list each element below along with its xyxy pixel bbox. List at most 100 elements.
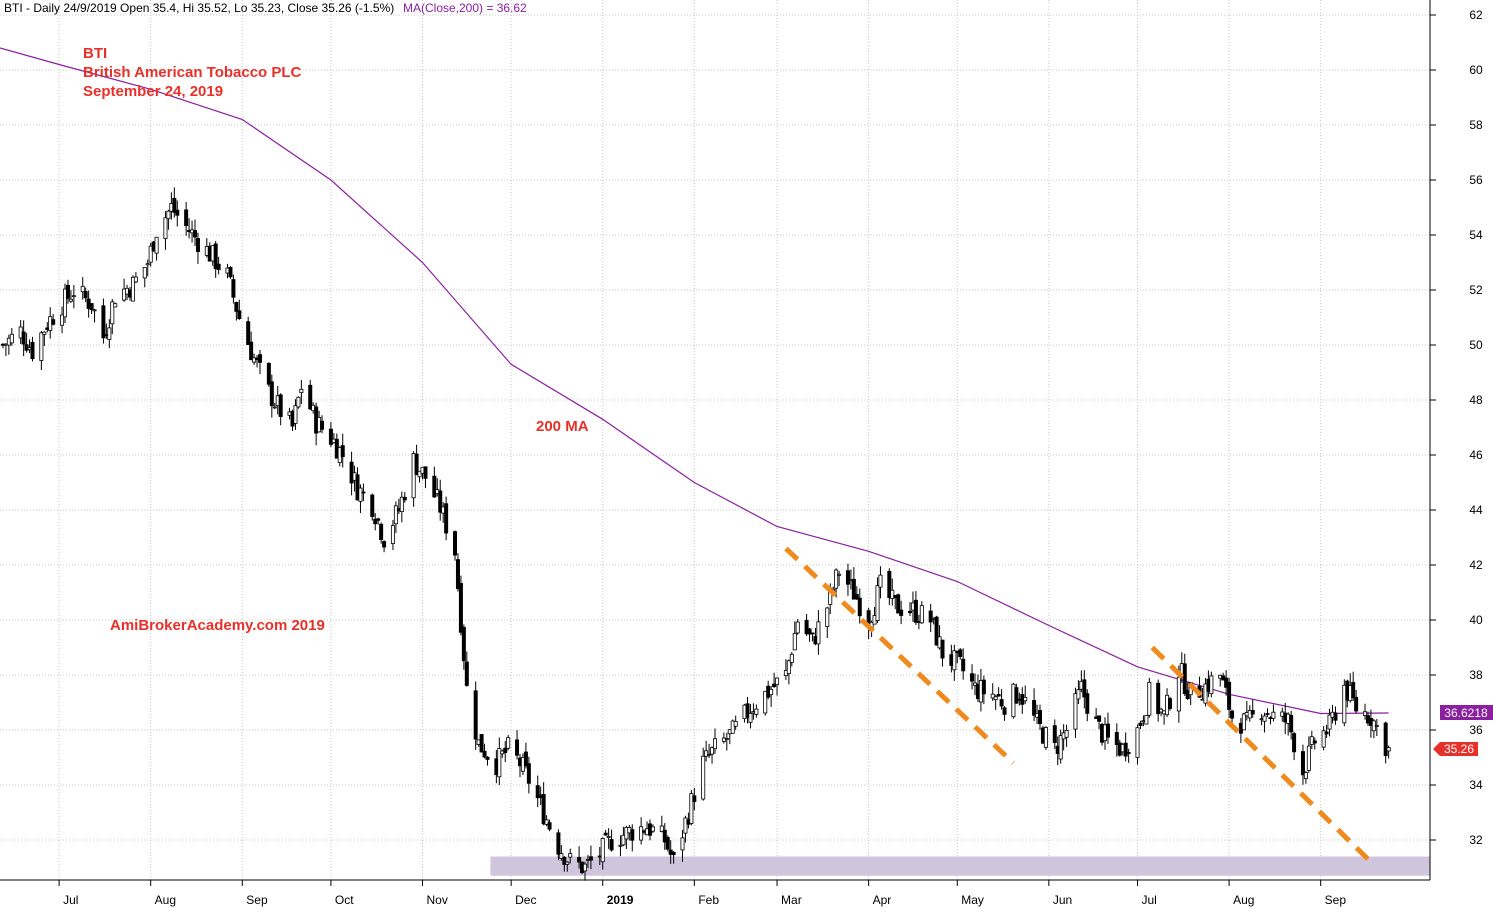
ma200-value-label: 36.6218	[1444, 706, 1488, 720]
candle-body	[1271, 711, 1276, 719]
candle-body	[234, 302, 239, 312]
ma200-value-badge: 36.6218	[1440, 705, 1493, 720]
candle-body	[1333, 712, 1338, 721]
candle-body	[320, 420, 325, 430]
candle-body	[358, 487, 363, 502]
candle-body	[890, 589, 895, 599]
candle-body	[1351, 682, 1356, 699]
candle-body	[497, 748, 502, 778]
candle-body	[1354, 696, 1359, 712]
candle-body	[789, 653, 794, 663]
candle-body	[857, 597, 862, 617]
candle-body	[689, 793, 694, 824]
candle-body	[1312, 740, 1317, 744]
x-tick-label: Sep	[1325, 893, 1347, 907]
candle-body	[630, 829, 635, 841]
candle-body	[650, 826, 655, 832]
x-tick-label: Aug	[1233, 893, 1254, 907]
candle-body	[299, 388, 304, 394]
candle-body	[464, 661, 469, 686]
candle-body	[39, 332, 44, 361]
candle-body	[662, 829, 667, 843]
candle-body	[272, 406, 277, 409]
candle-body	[807, 628, 812, 635]
candle-body	[390, 525, 395, 544]
candle-body	[1321, 730, 1326, 748]
candle-body	[851, 578, 856, 600]
y-tick-label: 62	[1469, 8, 1483, 22]
x-tick-label: Oct	[335, 893, 354, 907]
candle-body	[1043, 727, 1048, 748]
candle-body	[455, 559, 460, 589]
candle-body	[1342, 684, 1347, 724]
candle-body	[92, 309, 97, 312]
candle-body	[559, 853, 564, 859]
candle-body	[175, 209, 180, 216]
candle-body	[257, 354, 262, 363]
candle-body	[816, 621, 821, 645]
candle-body	[618, 844, 623, 847]
candle-body	[659, 825, 664, 832]
candle-body	[444, 503, 449, 534]
candle-body	[928, 610, 933, 623]
candle-body	[113, 303, 118, 308]
candle-body	[934, 616, 939, 646]
candle-body	[506, 737, 511, 749]
candle-body	[710, 747, 715, 755]
candle-body	[423, 466, 428, 479]
candle-body	[704, 750, 709, 757]
candle-body	[213, 243, 218, 270]
candle-body	[1327, 714, 1332, 730]
candle-body	[825, 607, 830, 628]
company-label: British American Tobacco PLC	[83, 64, 302, 81]
candle-body	[1147, 681, 1152, 716]
chart-header-ma: MA(Close,200) = 36.62	[403, 1, 527, 15]
candle-body	[754, 708, 759, 715]
candle-body	[565, 861, 570, 865]
candle-body	[122, 288, 127, 301]
y-tick-label: 58	[1469, 118, 1483, 132]
candle-body	[1014, 687, 1019, 704]
candle-body	[1386, 747, 1391, 752]
candle-body	[1262, 715, 1267, 722]
candle-body	[399, 496, 404, 513]
candle-body	[1076, 689, 1081, 700]
candle-body	[328, 428, 333, 445]
candle-body	[1123, 742, 1128, 757]
candle-body	[278, 394, 283, 417]
candle-body	[999, 699, 1004, 707]
last-close-badge: 35.26	[1433, 742, 1478, 756]
candle-body	[1363, 711, 1368, 716]
candle-body	[810, 632, 815, 635]
candle-body	[89, 303, 94, 310]
candle-body	[600, 838, 605, 863]
candle-body	[42, 331, 47, 335]
candle-body	[701, 755, 706, 800]
candle-body	[163, 217, 168, 240]
ma200-line	[0, 47, 1389, 715]
x-tick-label: May	[961, 893, 984, 907]
candle-body	[952, 650, 957, 671]
candle-body	[458, 582, 463, 633]
candle-body	[30, 341, 35, 360]
x-tick-label: Apr	[873, 893, 892, 907]
candle-body	[485, 756, 490, 760]
candle-body	[172, 197, 177, 213]
y-tick-label: 34	[1469, 778, 1483, 792]
candle-body	[772, 683, 777, 687]
candle-body	[556, 832, 561, 855]
candle-body	[63, 288, 68, 318]
x-tick-label: Aug	[155, 893, 176, 907]
candle-body	[266, 362, 271, 385]
candle-body	[970, 673, 975, 682]
candle-body	[993, 696, 998, 701]
candle-body	[195, 238, 200, 252]
candle-body	[769, 688, 774, 696]
site-watermark: AmiBrokerAcademy.com 2019	[110, 617, 325, 634]
x-tick-label: 2019	[607, 893, 634, 907]
candle-body	[1085, 693, 1090, 714]
candle-body	[1064, 729, 1069, 738]
candle-body	[21, 331, 26, 345]
candle-body	[837, 573, 842, 576]
y-tick-label: 48	[1469, 393, 1483, 407]
